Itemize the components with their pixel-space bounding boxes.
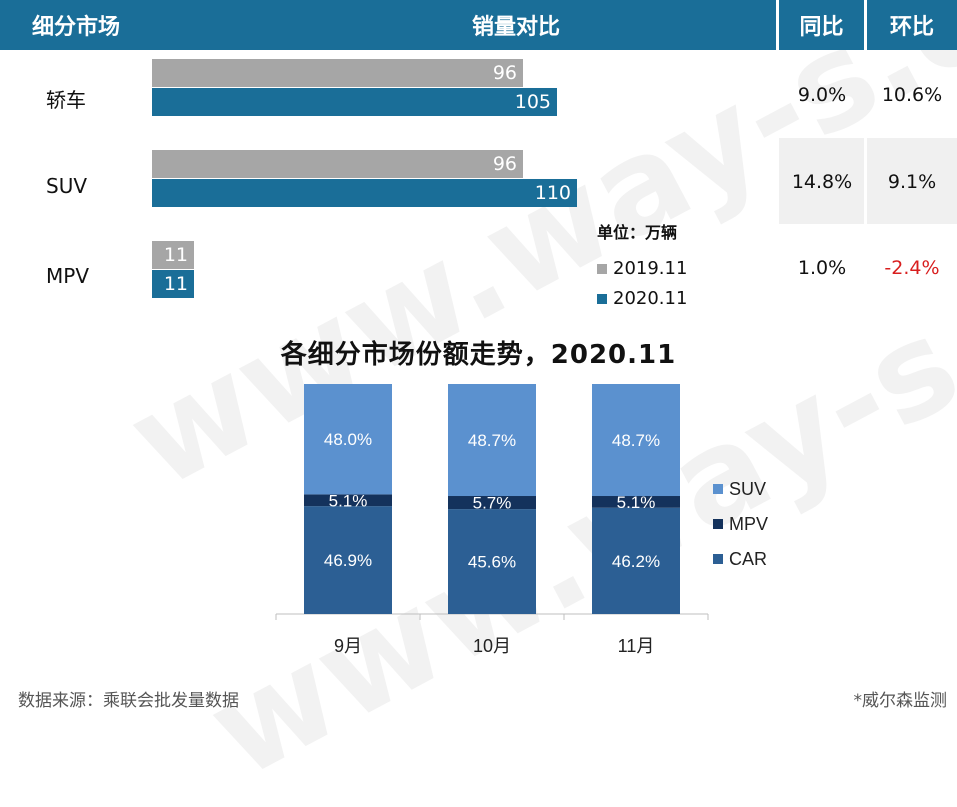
suv-mom-cell: [867, 138, 957, 224]
bar-suv-2019: 96: [152, 150, 523, 178]
unit-label: 单位：万辆: [597, 223, 678, 242]
header-mom: 环比: [867, 0, 957, 50]
row-label-mpv: MPV: [46, 264, 89, 288]
legend-swatch-mpv: [713, 519, 723, 529]
bar-car-2: [448, 509, 536, 614]
category-label: 9月: [334, 636, 362, 656]
sedan-yoy: 9.0%: [797, 84, 847, 106]
header-sales: 销量对比: [256, 0, 776, 50]
label-suv-2: 48.7%: [468, 431, 516, 450]
suv-mom: 9.1%: [887, 171, 937, 193]
label-car-1: 46.9%: [324, 551, 372, 570]
label-mpv-3: 5.1%: [617, 493, 656, 512]
bar-mpv-2019: 11: [152, 241, 194, 269]
bar-car-3: [592, 507, 680, 614]
legend-2019: 2019.11: [597, 258, 687, 279]
mpv-mom: -2.4%: [884, 257, 940, 279]
header-yoy: 同比: [779, 0, 864, 50]
bar-car-1: [304, 506, 392, 614]
row-label-sedan: 轿车: [46, 88, 86, 112]
bar-sedan-2019: 96: [152, 59, 523, 87]
header-segment: 细分市场: [0, 0, 256, 50]
category-label: 11月: [618, 636, 655, 656]
category-label: 10月: [473, 636, 511, 656]
mpv-yoy: 1.0%: [797, 257, 847, 279]
bar-suv-2: [448, 384, 536, 497]
label-suv-3: 48.7%: [612, 431, 660, 450]
legend-swatch-car: [713, 554, 723, 564]
bar-mpv-2020: 11: [152, 270, 194, 298]
bar-suv-2020: 110: [152, 179, 577, 207]
sedan-mom: 10.6%: [881, 84, 943, 106]
data-source: 数据来源：乘联会批发量数据: [18, 691, 239, 711]
suv-yoy-cell: [779, 138, 864, 224]
label-car-2: 45.6%: [468, 553, 516, 572]
label-car-3: 46.2%: [612, 552, 660, 571]
label-mpv-1: 5.1%: [329, 491, 368, 510]
chart-title: 各细分市场份额走势，2020.11: [280, 340, 677, 370]
share-chart: 46.9% 5.1% 48.0% 9月 45.6% 5.7% 48.7% 10月 46.2% 5.…: [275, 384, 768, 656]
row-label-suv: SUV: [46, 174, 88, 198]
legend-swatch-suv: [713, 484, 723, 494]
legend-car: CAR: [729, 549, 767, 569]
label-mpv-2: 5.7%: [473, 494, 512, 513]
legend-swatch-2020: [597, 293, 607, 304]
bar-mpv-3: [592, 496, 680, 508]
bar-sedan-2020: 105: [152, 88, 557, 116]
legend-swatch-2019: [597, 263, 607, 274]
bar-mpv-1: [304, 494, 392, 507]
legend-suv: SUV: [729, 479, 766, 499]
bar-mpv-2: [448, 496, 536, 510]
suv-yoy: 14.8%: [791, 171, 853, 193]
credit: *威尔森监测: [853, 691, 948, 711]
legend-mpv: MPV: [729, 514, 768, 534]
bar-suv-1: [304, 384, 392, 495]
bar-suv-3: [592, 384, 680, 497]
label-suv-1: 48.0%: [324, 430, 372, 449]
legend-2020: 2020.11: [597, 288, 687, 309]
